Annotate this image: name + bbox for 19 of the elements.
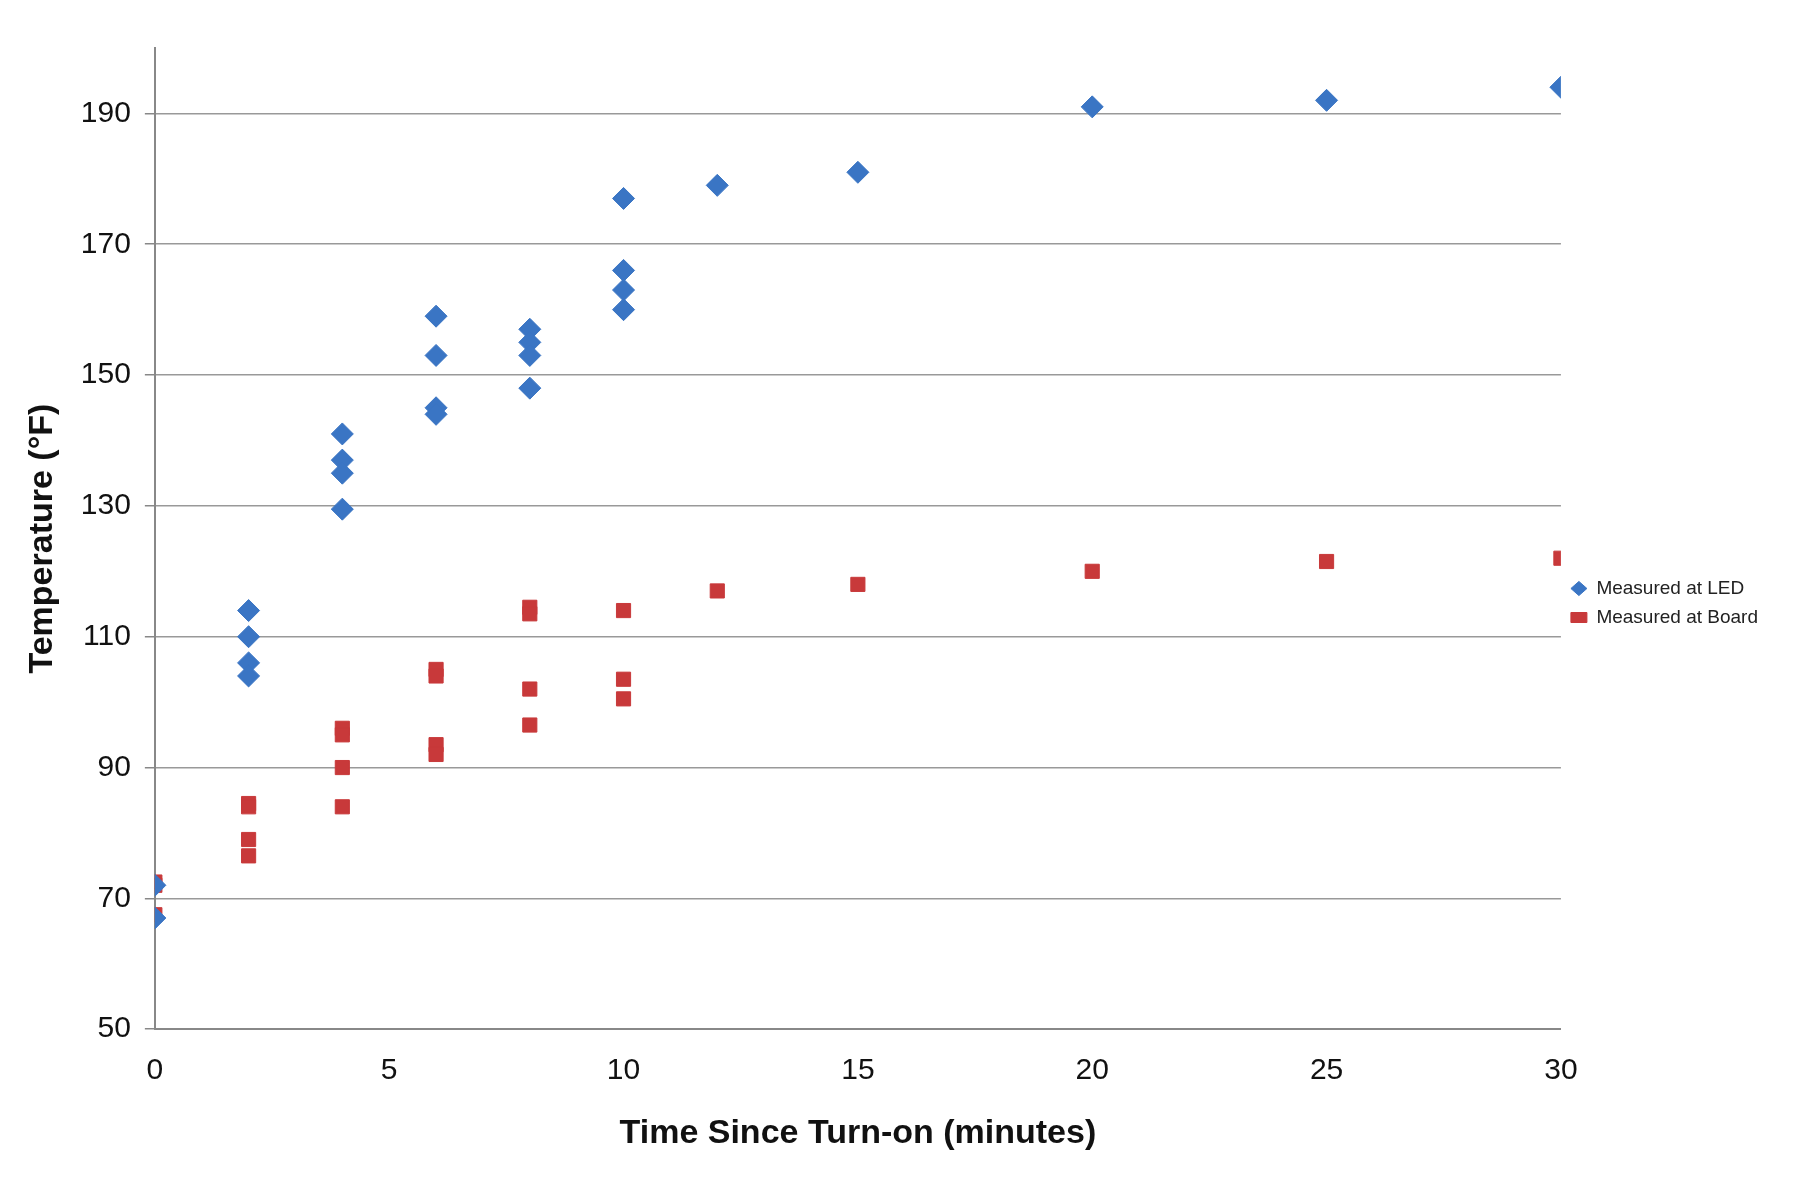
y-axis-title: Temperature (°F) <box>20 403 59 674</box>
y-tick-label: 150 <box>80 356 131 390</box>
x-axis-title: Time Since Turn-on (minutes) <box>619 1111 1097 1150</box>
y-tick-label: 50 <box>97 1010 131 1044</box>
x-tick-label: 0 <box>146 1052 164 1086</box>
legend-label: Measured at Board <box>1596 605 1758 627</box>
y-tick-label: 130 <box>80 487 131 521</box>
legend-label: Measured at LED <box>1596 576 1745 598</box>
x-tick-label: 25 <box>1309 1052 1344 1086</box>
y-tick-label: 70 <box>97 879 131 913</box>
y-tick-label: 90 <box>97 748 131 782</box>
x-tick-label: 15 <box>841 1052 875 1086</box>
y-tick-label: 190 <box>80 94 131 128</box>
x-tick-label: 30 <box>1544 1052 1578 1086</box>
x-tick-label: 10 <box>606 1052 641 1086</box>
x-tick-label: 20 <box>1075 1052 1109 1086</box>
x-tick-label: 5 <box>380 1052 398 1086</box>
y-tick-label: 170 <box>80 225 131 259</box>
y-tick-label: 110 <box>83 617 131 651</box>
